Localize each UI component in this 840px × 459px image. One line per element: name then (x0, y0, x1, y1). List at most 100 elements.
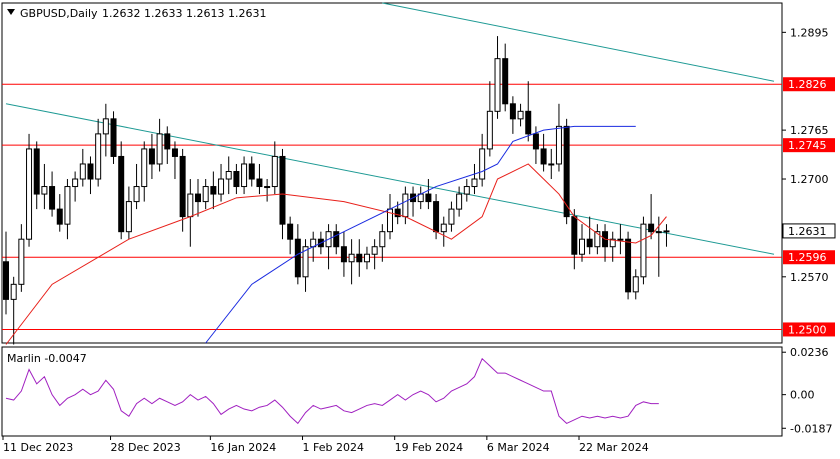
price-tick-label: 1.2765 (790, 124, 829, 137)
candle (3, 231, 9, 315)
candle (148, 133, 155, 180)
level-tag: 1.2826 (783, 77, 835, 92)
candle (56, 194, 63, 232)
svg-text:1.2596: 1.2596 (788, 251, 827, 264)
candle (264, 179, 271, 202)
candle (141, 141, 148, 202)
date-label: 11 Dec 2023 (3, 441, 73, 454)
date-label: 16 Jan 2024 (210, 441, 276, 454)
candle (110, 111, 117, 164)
indicator-line (5, 357, 659, 425)
candle (256, 163, 263, 195)
candle (41, 163, 48, 210)
candle (548, 148, 555, 180)
candle (579, 224, 585, 262)
price-axis: 1.2895 1.2765 1.2700 1.2570 (782, 26, 829, 284)
candle (379, 224, 386, 262)
candle (663, 224, 670, 247)
price-pane: GBPUSD,Daily 1.2632 1.2633 1.2613 1.2631 (1, 2, 783, 345)
candle (287, 216, 294, 255)
candle (195, 179, 201, 217)
candle (125, 186, 132, 240)
candle (348, 239, 355, 285)
candle (586, 216, 593, 255)
candle (617, 224, 624, 255)
candle (625, 231, 632, 300)
candle (118, 141, 125, 240)
candle (26, 133, 33, 247)
date-label: 6 Mar 2024 (487, 441, 550, 454)
candle (79, 148, 86, 187)
date-label: 22 Mar 2024 (579, 441, 649, 454)
ma-fast-line (5, 163, 667, 345)
candle (594, 224, 601, 255)
indicator-axis: 0.0236 0.00 -0.0187 (782, 346, 832, 435)
level-tags: 1.2826 1.2745 1.2631 1.2596 1.2500 (782, 77, 836, 337)
date-label: 19 Feb 2024 (395, 441, 463, 454)
symbol-label: GBPUSD,Daily (20, 7, 98, 20)
price-tick-label: 1.2570 (790, 271, 829, 284)
candle (72, 171, 79, 202)
dropdown-triangle-icon[interactable] (7, 9, 15, 15)
current-price-tag: 1.2631 (782, 223, 836, 239)
candle (356, 239, 363, 277)
ohlc-label: 1.2632 1.2633 1.2613 1.2631 (102, 7, 266, 20)
candle (241, 156, 248, 195)
candle (87, 156, 94, 195)
candle (648, 194, 655, 240)
candle (333, 224, 340, 255)
price-tick-label: 1.2895 (790, 26, 829, 39)
candle (64, 179, 71, 240)
candle (133, 163, 140, 210)
candle (302, 239, 309, 292)
candle (471, 163, 478, 195)
candle (371, 239, 378, 270)
date-axis: 11 Dec 2023 28 Dec 2023 16 Jan 2024 1 Feb 2… (2, 436, 649, 454)
candle (248, 156, 255, 187)
indicator-tick-label: -0.0187 (790, 422, 832, 435)
ma-slow-line (205, 125, 636, 344)
candle (210, 171, 217, 210)
candle (517, 103, 524, 127)
candle (640, 216, 647, 285)
indicator-label: Marlin -0.0047 (7, 352, 87, 365)
candle (156, 118, 163, 172)
candle (425, 179, 432, 210)
trend-line-1[interactable] (382, 2, 775, 82)
candle (525, 81, 532, 142)
level-tag: 1.2745 (783, 138, 835, 153)
candle (463, 179, 470, 202)
candle (555, 103, 562, 172)
candle (233, 163, 240, 195)
candle (102, 103, 109, 157)
svg-text:1.2631: 1.2631 (788, 225, 827, 238)
candle (609, 231, 616, 262)
candle (456, 186, 463, 217)
candle (509, 96, 516, 134)
candle (10, 276, 17, 345)
candle (49, 171, 56, 217)
candle (502, 43, 509, 112)
svg-text:1.2745: 1.2745 (788, 139, 827, 152)
chart-header[interactable]: GBPUSD,Daily 1.2632 1.2633 1.2613 1.2631 (7, 7, 266, 20)
candle (164, 126, 171, 164)
candle (363, 246, 370, 270)
indicator-pane: Marlin -0.0047 (1, 346, 783, 437)
candle (340, 231, 347, 277)
indicator-tick-label: 0.00 (790, 389, 815, 402)
candle (486, 81, 493, 157)
candle (202, 179, 209, 210)
candle (225, 156, 232, 195)
candle (218, 163, 225, 202)
svg-text:1.2826: 1.2826 (788, 78, 827, 91)
candle (18, 224, 25, 292)
candle (179, 148, 186, 232)
indicator-tick-label: 0.0236 (790, 346, 829, 359)
horizontal-levels (2, 83, 782, 330)
candle (632, 269, 639, 300)
candle (540, 133, 547, 172)
candle (33, 141, 40, 210)
level-tag: 1.2500 (783, 322, 835, 337)
price-tick-label: 1.2700 (790, 173, 829, 186)
